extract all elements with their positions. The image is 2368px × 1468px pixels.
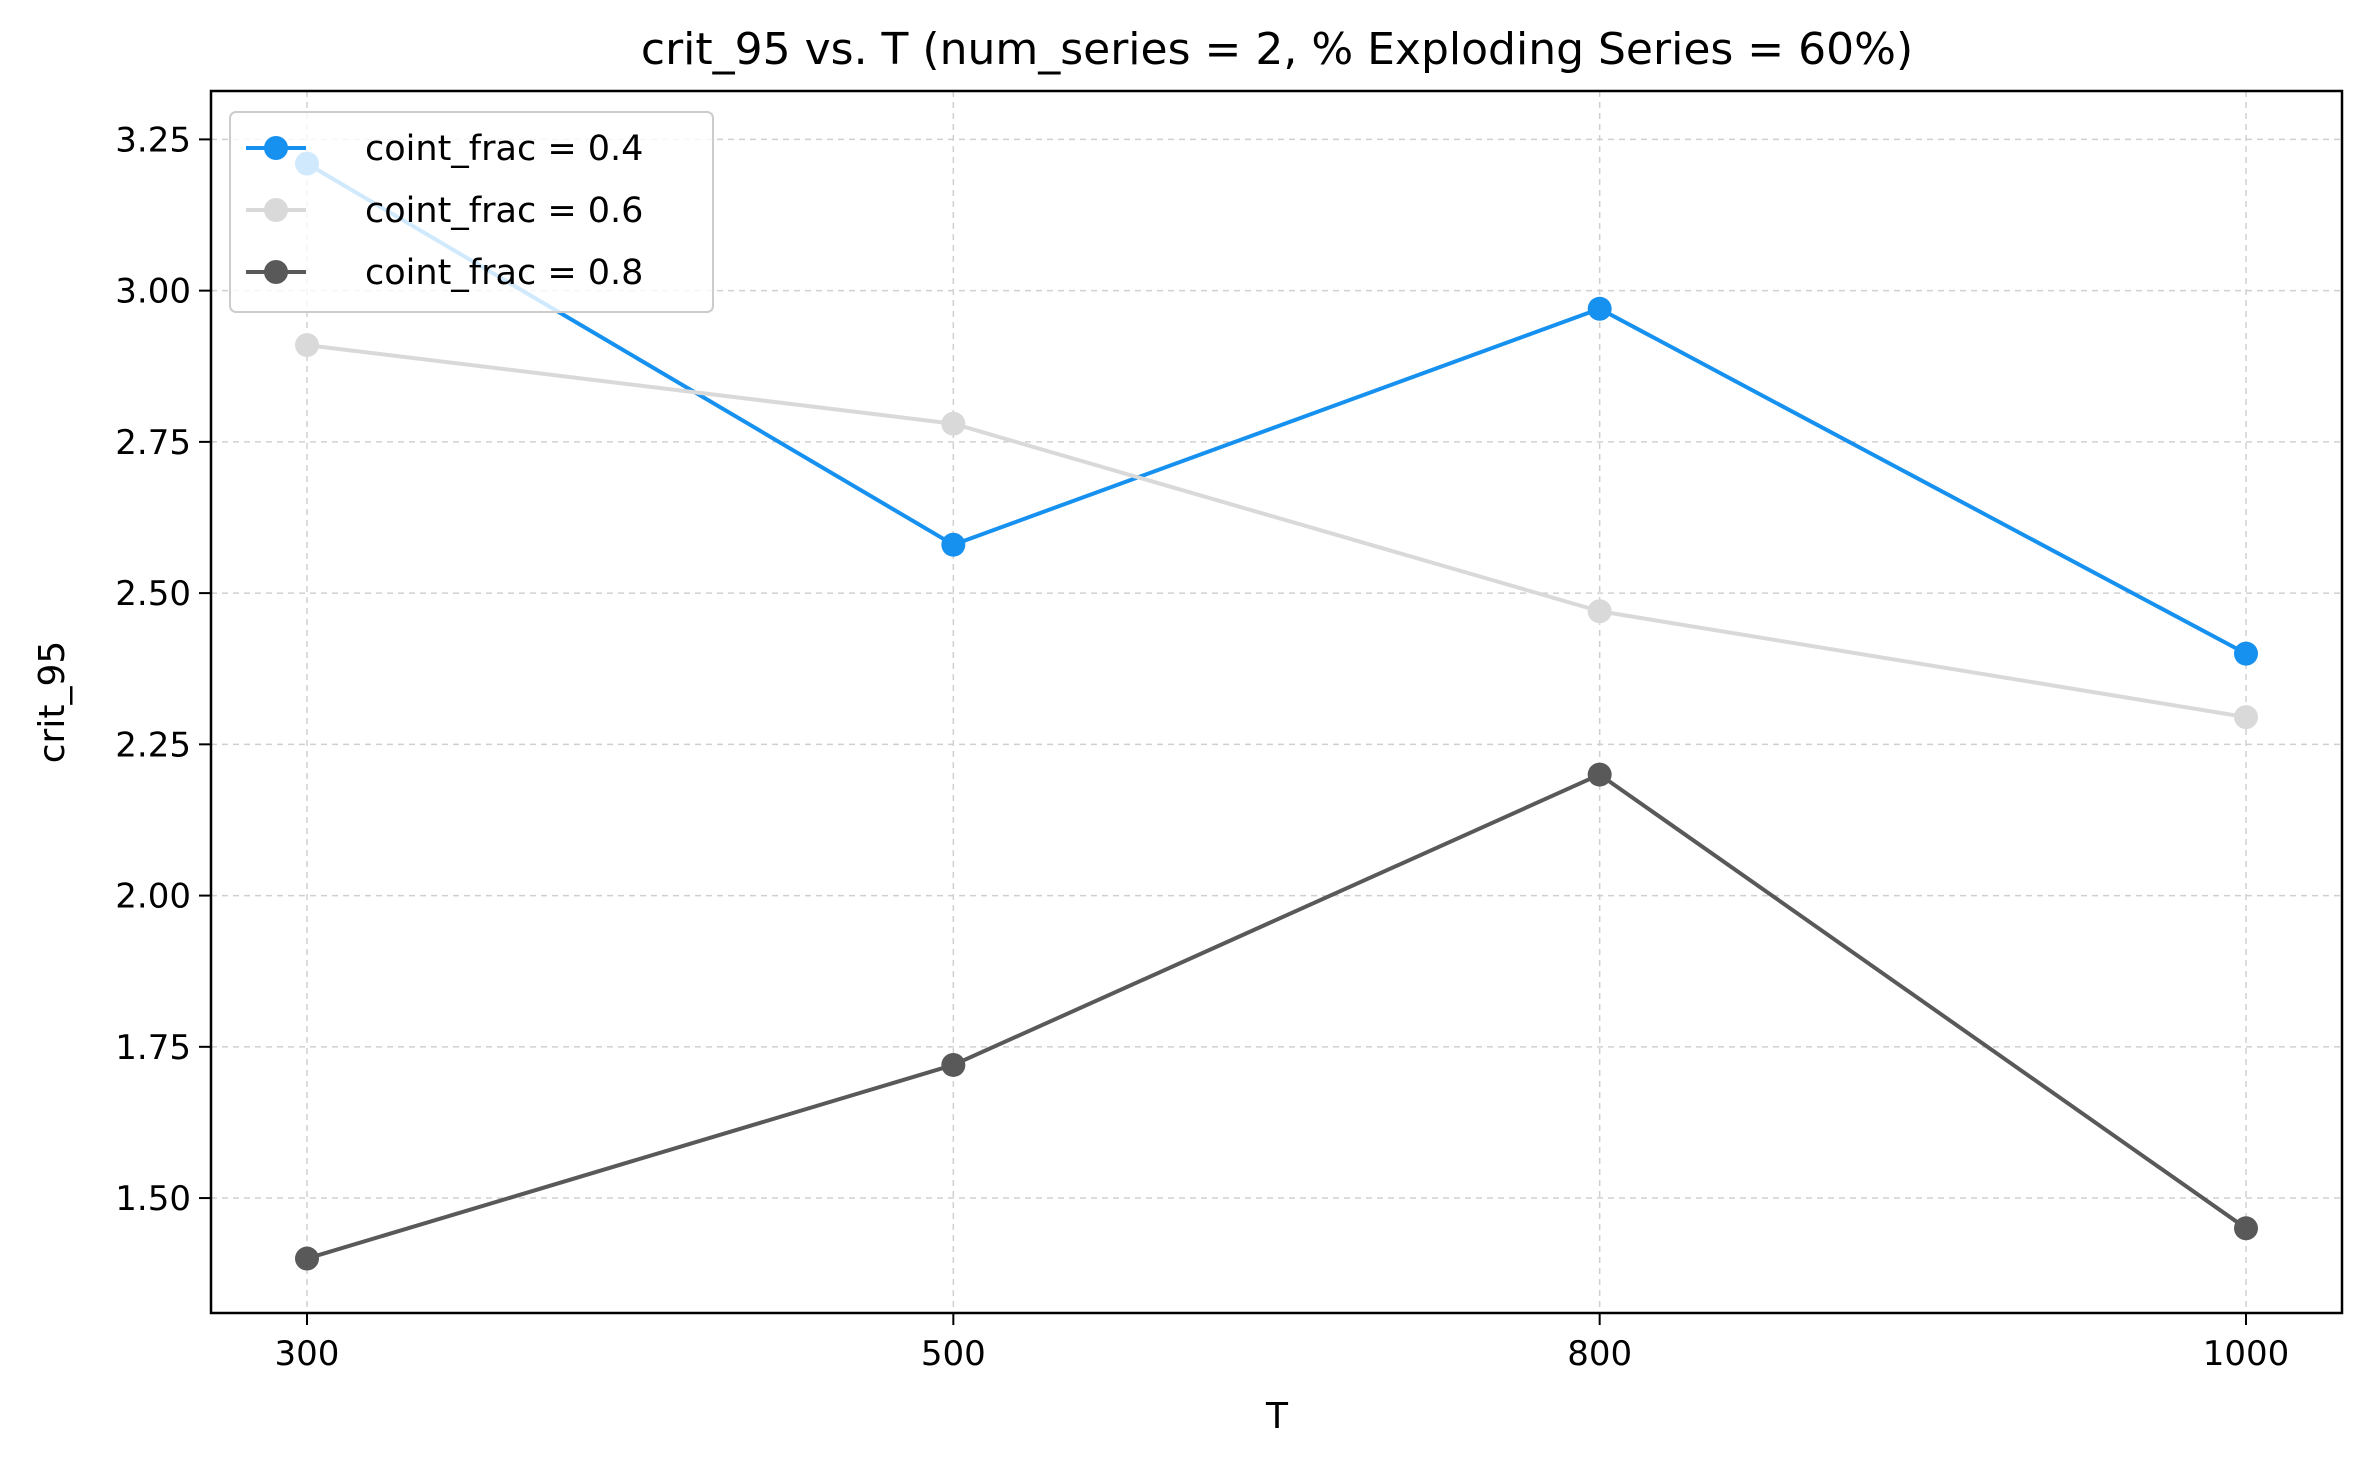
- x-tick-label: 1000: [2203, 1334, 2290, 1374]
- legend-item: coint_frac = 0.8: [246, 253, 643, 293]
- x-tick-label: 500: [921, 1334, 986, 1374]
- y-tick-label: 3.00: [115, 272, 191, 312]
- data-point: [295, 333, 319, 358]
- legend-item: coint_frac = 0.6: [246, 191, 643, 231]
- y-tick-label: 2.00: [115, 877, 191, 917]
- legend-marker: [264, 198, 288, 222]
- data-point: [2234, 705, 2258, 730]
- legend-label: coint_frac = 0.8: [365, 253, 643, 293]
- x-tick-label: 300: [275, 1334, 340, 1374]
- series-line: [305, 161, 2247, 656]
- x-axis-label: T: [1265, 1396, 1289, 1437]
- data-point: [2234, 1216, 2258, 1241]
- series-line: [306, 772, 2248, 1261]
- y-tick-label: 2.75: [115, 423, 191, 463]
- legend-marker: [264, 260, 288, 284]
- x-tick-label: 800: [1567, 1334, 1632, 1374]
- data-point: [941, 1052, 966, 1077]
- plot-frame: [209, 89, 2344, 1315]
- legend-item: coint_frac = 0.4: [246, 129, 643, 169]
- x-axis: 300 500 800 1000: [275, 1313, 2290, 1374]
- data-point: [1587, 599, 1612, 624]
- y-axis-label: crit_95: [32, 641, 73, 764]
- y-tick-label: 2.50: [115, 574, 191, 614]
- data-point: [1587, 296, 1612, 321]
- y-tick-label: 1.75: [115, 1028, 191, 1068]
- data-point: [941, 411, 966, 436]
- y-tick-label: 3.25: [115, 120, 191, 160]
- series-3: [295, 762, 2258, 1271]
- legend-box: [229, 111, 714, 313]
- data-point: [2234, 641, 2258, 666]
- y-axis: 1.50 1.75 2.00 2.25 2.50 2.75 3.00 3.25: [115, 120, 211, 1219]
- series-line: [306, 343, 2247, 720]
- data-point: [1587, 762, 1612, 787]
- legend-marker: [264, 136, 288, 160]
- y-tick-label: 1.50: [115, 1179, 191, 1219]
- legend-label: coint_frac = 0.4: [365, 129, 643, 169]
- chart-title: crit_95 vs. T (num_series = 2, % Explodi…: [641, 24, 1913, 75]
- series-2: [295, 333, 2258, 730]
- y-tick-label: 2.25: [115, 725, 191, 765]
- legend-label: coint_frac = 0.6: [365, 191, 643, 231]
- data-point: [295, 1246, 319, 1271]
- legend: coint_frac = 0.4 coint_frac = 0.6 coint_fr…: [229, 111, 714, 313]
- data-point: [941, 532, 966, 557]
